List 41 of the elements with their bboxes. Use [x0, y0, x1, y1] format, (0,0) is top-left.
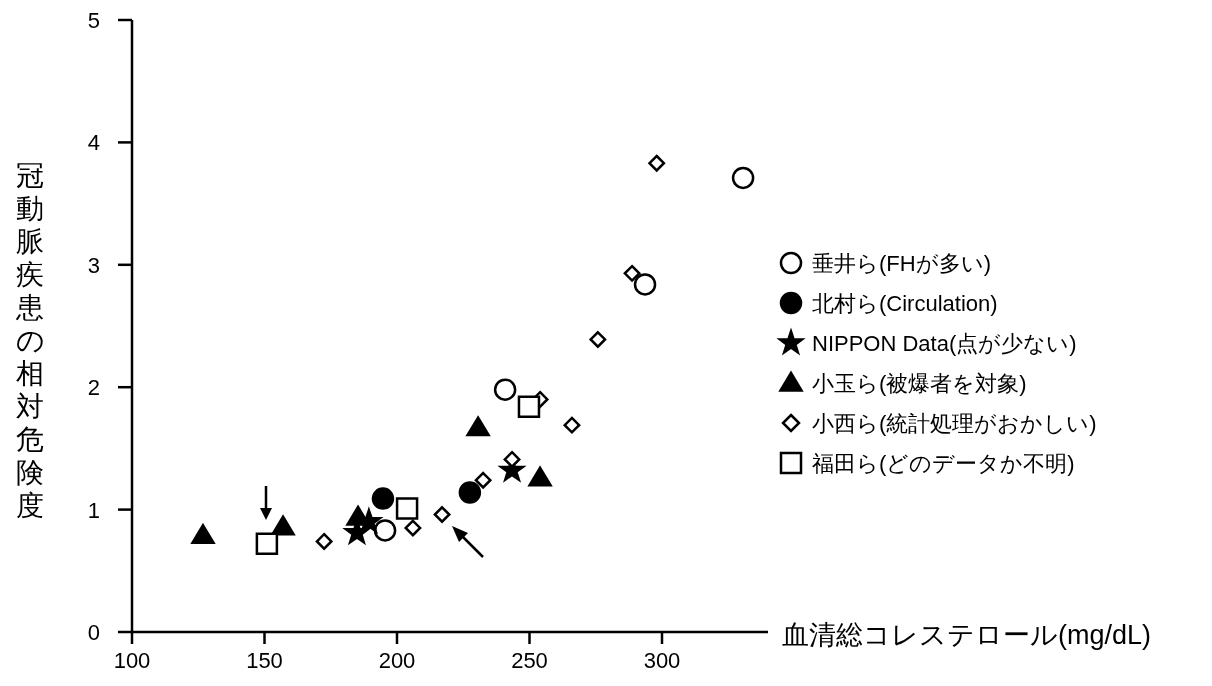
x-tick-label: 200 [378, 648, 416, 673]
legend-label: NIPPON Data(点が少ない) [812, 331, 1077, 356]
point [395, 497, 419, 520]
point [503, 450, 521, 468]
point [563, 416, 581, 434]
text: 冠動脈疾患の相対危険度 [15, 160, 45, 521]
point [517, 395, 541, 419]
y-tick-label: 0 [87, 620, 100, 645]
legend-label: 小西ら(統計処理がおかしい) [812, 411, 1097, 436]
point [623, 264, 641, 282]
point [315, 532, 333, 550]
x-tick-label: 250 [511, 648, 548, 673]
x-axis-title: 血清総コレステロール(mg/dL) [782, 620, 1152, 650]
point [648, 154, 666, 172]
x-tick-label: 100 [113, 648, 151, 673]
point [589, 331, 607, 348]
point [255, 532, 279, 556]
point [731, 166, 755, 190]
point [191, 524, 215, 545]
x-tick-label: 300 [643, 648, 681, 673]
y-tick-label: 5 [87, 8, 100, 33]
point [466, 416, 490, 437]
y-tick-label: 2 [87, 375, 100, 401]
y-tick-label: 1 [87, 497, 100, 523]
x-tick-label: 150 [246, 648, 283, 673]
legend-label: 垂井ら(FHが多い) [812, 251, 991, 276]
point [271, 515, 295, 536]
point [474, 471, 492, 489]
point [493, 378, 517, 401]
y-tick-label: 4 [87, 130, 100, 156]
point [433, 506, 451, 523]
legend-label: 福田ら(どのデータか不明) [812, 451, 1075, 476]
point [373, 519, 397, 542]
legend-label: 北村ら(Circulation) [812, 291, 998, 316]
point [404, 519, 422, 537]
point [371, 487, 395, 510]
point [458, 481, 482, 504]
point [633, 273, 657, 296]
legend-label: 小玉ら(被爆者を対象) [812, 371, 1027, 396]
point [528, 466, 552, 487]
y-tick-label: 3 [87, 252, 100, 278]
